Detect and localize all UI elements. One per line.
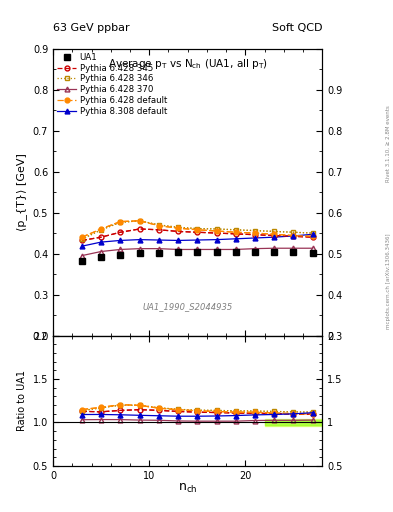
- Y-axis label: Ratio to UA1: Ratio to UA1: [17, 370, 27, 431]
- Legend: UA1, Pythia 6.428 345, Pythia 6.428 346, Pythia 6.428 370, Pythia 6.428 default,: UA1, Pythia 6.428 345, Pythia 6.428 346,…: [56, 51, 169, 117]
- Text: mcplots.cern.ch [arXiv:1306.3436]: mcplots.cern.ch [arXiv:1306.3436]: [386, 234, 391, 329]
- X-axis label: $\mathrm{n_{ch}}$: $\mathrm{n_{ch}}$: [178, 482, 197, 495]
- Text: 63 GeV ppbar: 63 GeV ppbar: [53, 23, 130, 33]
- Text: Soft QCD: Soft QCD: [272, 23, 322, 33]
- Text: UA1_1990_S2044935: UA1_1990_S2044935: [143, 302, 233, 311]
- Text: Rivet 3.1.10, ≥ 2.8M events: Rivet 3.1.10, ≥ 2.8M events: [386, 105, 391, 182]
- Text: Average $\mathrm{p_T}$ vs $\mathrm{N_{ch}}$ (UA1, all $\mathrm{p_T}$): Average $\mathrm{p_T}$ vs $\mathrm{N_{ch…: [108, 57, 268, 71]
- Y-axis label: ⟨p_{T}⟩ [GeV]: ⟨p_{T}⟩ [GeV]: [17, 153, 27, 231]
